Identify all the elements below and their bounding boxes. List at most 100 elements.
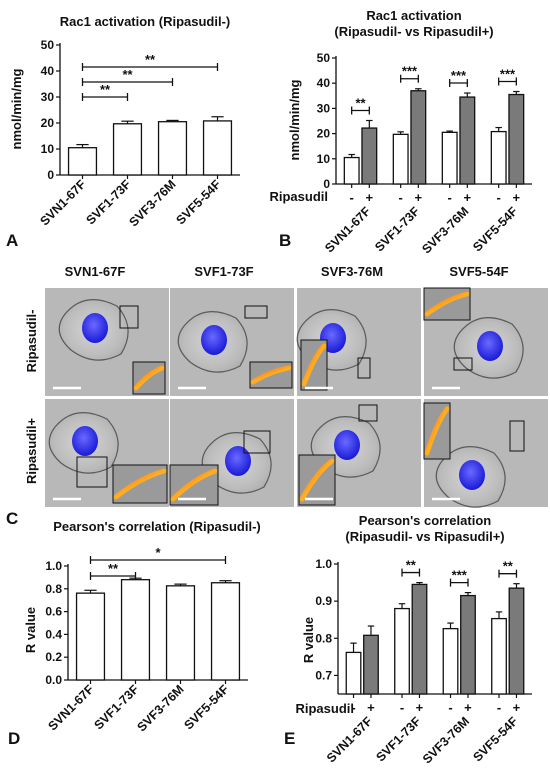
panel-c-letter: C xyxy=(6,509,18,528)
x-tick-label-svf5-54f: SVF5-54F xyxy=(470,714,520,764)
significance-label: *** xyxy=(452,568,468,583)
inset-frame xyxy=(423,287,471,321)
panel-a-ylabel: nmol/min/mg xyxy=(9,68,24,149)
panel-b-title-line1: Rac1 activation xyxy=(366,8,461,23)
panel-b-title-line2: (Ripasudil- vs Ripasudil+) xyxy=(334,24,493,39)
cell-nucleus xyxy=(201,325,227,355)
roi-box xyxy=(244,305,268,319)
treatment-mark: + xyxy=(415,190,423,205)
bar-svf5-54f-1 xyxy=(508,587,525,695)
y-tick-label: 0.4 xyxy=(45,627,62,641)
y-tick-label: 0.2 xyxy=(45,650,62,664)
micrograph-tile-r2-c2 xyxy=(169,399,294,507)
y-tick-label: 10 xyxy=(317,152,331,166)
micrograph-tile-r2-c4 xyxy=(423,399,548,508)
treatment-mark: - xyxy=(448,700,452,715)
treatment-mark: + xyxy=(367,700,375,715)
fluorescence-signal xyxy=(113,468,167,500)
panel-c-microscopy: SVN1-67F SVF1-73F SVF3-76M SVF5-54F Ripa… xyxy=(6,264,548,528)
significance-label: ** xyxy=(145,52,156,67)
microscopy-tiles xyxy=(45,287,548,508)
cell-nucleus xyxy=(477,331,503,361)
y-tick-label: 1.0 xyxy=(315,557,332,571)
significance-label: * xyxy=(155,545,161,560)
panel-b-treatment-label: Ripasudil xyxy=(269,189,328,204)
panel-e-title-line1: Pearson's correlation xyxy=(359,513,491,528)
y-tick-label: 50 xyxy=(317,51,331,65)
treatment-mark: - xyxy=(351,700,355,715)
cell-nucleus xyxy=(225,446,251,476)
x-tick-label-svn1-67f: SVN1-67F xyxy=(37,177,88,228)
bar-svf5-54f-0 xyxy=(490,130,507,185)
y-tick-label: 0 xyxy=(47,168,54,182)
x-tick-label-svf5-54f: SVF5-54F xyxy=(173,177,223,227)
x-tick-label-svf3-76m: SVF3-76M xyxy=(420,714,472,766)
y-tick-label: 40 xyxy=(41,64,55,78)
bar-svf5-54f-0 xyxy=(210,582,241,681)
y-tick-label: 0.6 xyxy=(45,605,62,619)
treatment-mark: + xyxy=(513,190,521,205)
bar-svf1-73f-0 xyxy=(394,607,410,695)
bar-svn1-67f-1 xyxy=(361,127,378,185)
roi-box xyxy=(509,420,525,452)
x-tick-label-svf3-76m: SVF3-76M xyxy=(419,204,471,256)
significance-label: ** xyxy=(108,561,119,576)
x-tick-label-svn1-67f: SVN1-67F xyxy=(324,714,375,765)
y-tick-label: 30 xyxy=(317,101,331,115)
bar-svf5-54f-0 xyxy=(202,120,233,176)
bar-svf3-76m-0 xyxy=(442,627,459,695)
panel-a-title: Rac1 activation (Ripasudil-) xyxy=(60,14,230,29)
fluorescence-signal xyxy=(301,343,327,387)
y-tick-label: 40 xyxy=(317,76,331,90)
treatment-mark: - xyxy=(399,190,403,205)
y-tick-label: 0.7 xyxy=(315,668,332,682)
y-tick-label: 30 xyxy=(41,90,55,104)
treatment-mark: - xyxy=(350,190,354,205)
roi-box xyxy=(76,456,108,488)
micrograph-tile-r1-c1 xyxy=(45,288,169,396)
fluorescence-signal xyxy=(250,365,292,385)
y-tick-label: 0.8 xyxy=(45,582,62,596)
micrograph-tile-r1-c2 xyxy=(170,288,294,396)
bar-svf1-73f-1 xyxy=(410,90,427,185)
roi-box xyxy=(357,357,371,379)
y-tick-label: 0 xyxy=(323,177,330,191)
significance-label: ** xyxy=(503,559,514,574)
inset-frame xyxy=(169,464,219,506)
significance-label: ** xyxy=(122,67,133,82)
panel-e-title-line2: (Ripasudil- vs Ripasudil+) xyxy=(345,529,504,544)
panel-d-ylabel: R value xyxy=(23,607,38,653)
inset-frame xyxy=(249,361,293,389)
bar-svf3-76m-1 xyxy=(460,594,476,695)
panel-e-treatment-label: Ripasudil xyxy=(295,701,354,716)
bar-svf5-54f-1 xyxy=(508,93,525,185)
fluorescence-signal xyxy=(133,365,165,391)
y-tick-label: 20 xyxy=(317,127,331,141)
panel-b-chart: Rac1 activation (Ripasudil- vs Ripasudil… xyxy=(269,8,532,256)
panel-c-col-label-3: SVF3-76M xyxy=(321,264,383,279)
y-tick-label: 0.0 xyxy=(45,673,62,687)
cell-nucleus xyxy=(334,430,360,460)
y-tick-label: 20 xyxy=(41,116,55,130)
x-tick-label-svf1-73f: SVF1-73F xyxy=(373,714,423,764)
micrograph-tile-r2-c1 xyxy=(45,399,169,507)
roi-box xyxy=(119,305,139,329)
bar-svf1-73f-1 xyxy=(411,583,428,695)
x-tick-label-svf5-54f: SVF5-54F xyxy=(181,682,231,732)
panel-c-col-label-4: SVF5-54F xyxy=(449,264,508,279)
significance-label: ** xyxy=(406,558,417,573)
inset-frame xyxy=(300,339,328,391)
treatment-mark: + xyxy=(464,190,472,205)
treatment-mark: + xyxy=(513,700,521,715)
bar-svn1-67f-0 xyxy=(67,147,98,176)
significance-label: ** xyxy=(100,82,111,97)
bar-svf5-54f-0 xyxy=(491,617,507,695)
fluorescence-signal xyxy=(299,458,335,502)
treatment-mark: + xyxy=(464,700,472,715)
bar-svf1-73f-0 xyxy=(112,123,143,176)
inset-frame xyxy=(112,464,168,504)
significance-label: *** xyxy=(402,64,418,79)
fluorescence-signal xyxy=(170,468,218,502)
x-tick-label-svf1-73f: SVF1-73F xyxy=(372,204,422,254)
